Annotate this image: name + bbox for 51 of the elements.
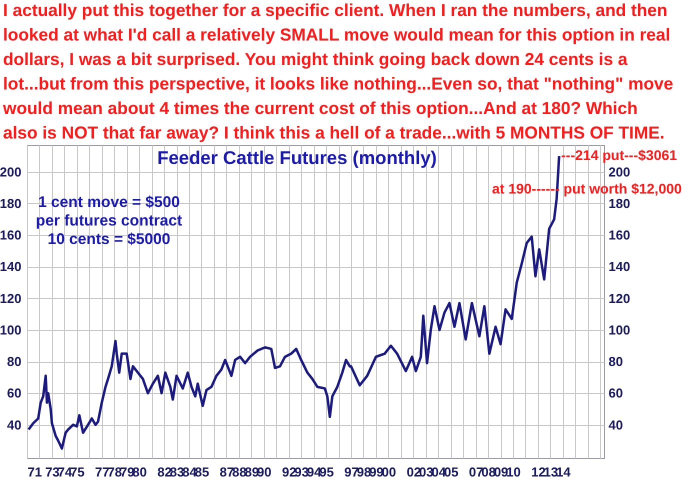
x-tick-label: 85 <box>194 464 210 480</box>
y2-tick-label: 120 <box>608 290 630 306</box>
x-tick-label: 73 <box>45 464 60 480</box>
y-tick-label: 200 <box>0 164 22 180</box>
y2-tick-label: 180 <box>608 196 630 211</box>
y2-tick-label: 100 <box>608 322 630 338</box>
x-tick-label: 74 <box>58 464 73 480</box>
annotation: 1 cent move = $500 per futures contract 10 cents = $5000 <box>36 194 182 248</box>
y2-tick-label: 160 <box>608 228 630 243</box>
x-tick-label: 80 <box>132 464 147 480</box>
y-tick-label: 60 <box>7 386 22 401</box>
x-tick-label: 08 <box>481 464 496 480</box>
x-tick-label: 71 <box>28 464 42 480</box>
x-tick-label: 12 <box>531 464 546 480</box>
x-tick-label: 93 <box>294 464 309 480</box>
y2-tick-label: 200 <box>608 164 630 180</box>
y2-tick-label: 140 <box>608 259 630 274</box>
x-tick-label: 00 <box>382 464 396 480</box>
x-tick-label: 09 <box>494 464 508 480</box>
x-tick-label: 78 <box>108 464 122 480</box>
x-tick-label: 92 <box>282 464 296 480</box>
x-tick-label: 98 <box>356 464 372 480</box>
x-tick-label: 83 <box>170 464 184 480</box>
x-tick-label: 79 <box>120 464 134 480</box>
y-tick-label: 100 <box>0 322 22 338</box>
x-tick-label: 90 <box>257 464 272 480</box>
x-tick-label: 89 <box>244 464 260 480</box>
y-tick-label: 40 <box>7 417 22 432</box>
y-tick-label: 180 <box>0 196 22 211</box>
x-tick-label: 07 <box>468 464 484 480</box>
x-tick-label: 97 <box>344 464 359 480</box>
x-tick-label: 03 <box>419 464 434 480</box>
x-tick-label: 13 <box>544 464 558 480</box>
y-tick-label: 140 <box>0 259 22 274</box>
x-tick-label: 77 <box>95 464 110 480</box>
x-tick-label: 82 <box>157 464 172 480</box>
y-tick-label: 120 <box>0 290 22 306</box>
x-tick-label: 14 <box>556 464 572 480</box>
chart-title: Feeder Cattle Futures (monthly) <box>157 147 437 168</box>
x-tick-label: 88 <box>232 464 247 480</box>
y-tick-label: 160 <box>0 228 22 243</box>
text: I actually put this together for a specific client. When I ran the numbers, and then looked at what I'd call a relatively SMALL move would mean for this option in real dollars, I was a bit surprised. You might think going back down 24 cents is a lot...but from this perspective, it looks like nothing...Even so, that "nothing" move would mean about 4 times the current cost of this option...And at 180? Which also is NOT that far away? I think this a hell of a trade...with 5 MONTHS OF TIME. <box>2 0 674 142</box>
y2-tick-label: 40 <box>608 417 623 432</box>
y-tick-label: 80 <box>7 354 22 370</box>
y2-tick-label: 80 <box>608 354 623 370</box>
x-tick-label: 02 <box>406 464 422 480</box>
annotation: ---214 put---$3061 <box>561 147 678 164</box>
x-tick-label: 10 <box>506 464 521 480</box>
x-tick-label: 87 <box>220 464 234 480</box>
y2-tick-label: 60 <box>608 386 623 401</box>
x-tick-label: 75 <box>70 464 85 480</box>
